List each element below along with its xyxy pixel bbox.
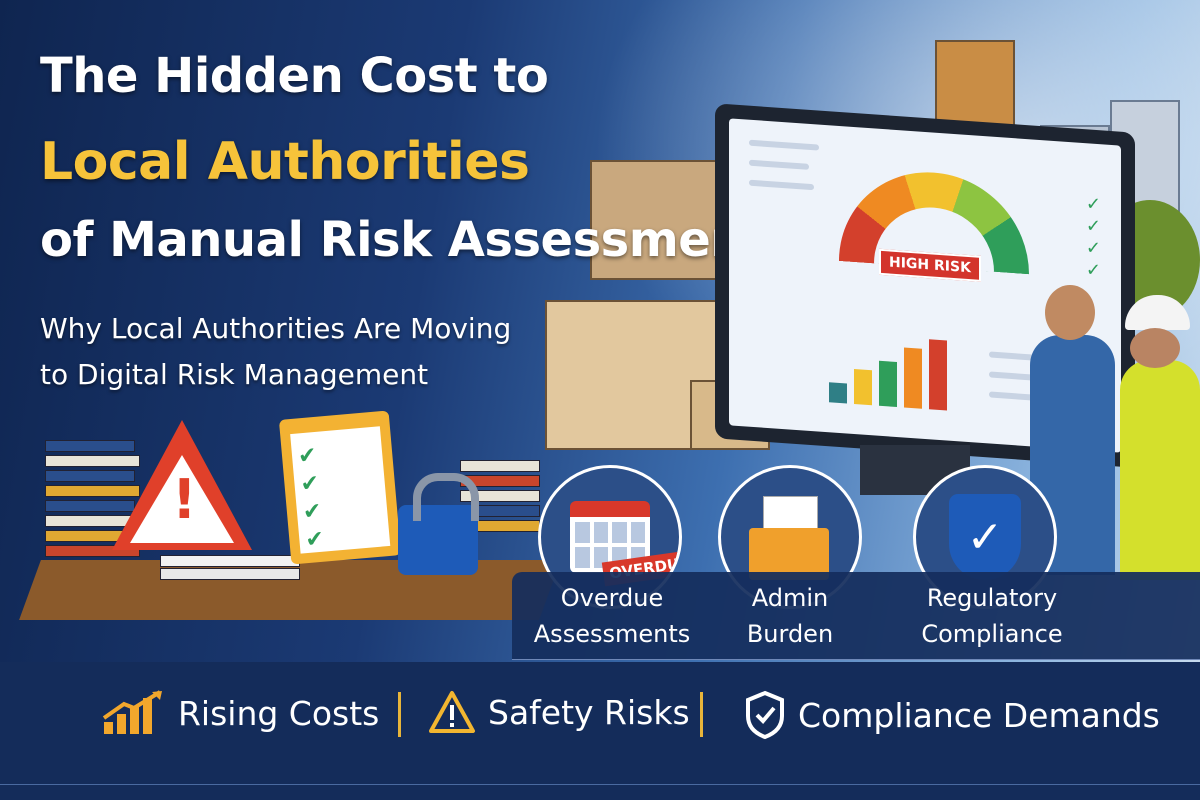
chart-bar bbox=[854, 369, 872, 406]
chart-bar bbox=[929, 339, 947, 411]
warning-sign-inner bbox=[130, 455, 234, 543]
chart-bar bbox=[904, 347, 922, 409]
padlock-icon bbox=[398, 473, 479, 575]
label-line: Compliance bbox=[921, 620, 1063, 648]
divider bbox=[0, 784, 1200, 785]
subtitle-line-2: to Digital Risk Management bbox=[40, 358, 429, 391]
separator bbox=[700, 692, 703, 737]
house bbox=[590, 160, 720, 280]
man-head bbox=[1045, 285, 1095, 340]
folder-documents-icon bbox=[749, 528, 829, 580]
feature-label-compliance: Regulatory Compliance bbox=[892, 580, 1092, 652]
headline-line-2: Local Authorities bbox=[40, 132, 530, 192]
woman-head bbox=[1130, 328, 1180, 368]
label-line: Regulatory bbox=[926, 584, 1058, 612]
check-icon: ✓ ✓ ✓ ✓ bbox=[1085, 193, 1101, 282]
feature-label-overdue: Overdue Assessments bbox=[512, 580, 712, 652]
label-line: Admin bbox=[751, 584, 829, 612]
headline-line-3: of Manual Risk Assessments bbox=[40, 212, 795, 268]
label-line: Burden bbox=[746, 620, 834, 648]
compliance-demands-item: Compliance Demands bbox=[744, 690, 1160, 740]
chart-bar bbox=[879, 360, 897, 408]
compliance-demands-label: Compliance Demands bbox=[798, 695, 1160, 735]
rising-costs-label: Rising Costs bbox=[178, 693, 380, 733]
feature-label-admin: Admin Burden bbox=[690, 580, 890, 652]
bottom-bar: Rising Costs Safety Risks Compliance Dem… bbox=[0, 662, 1200, 800]
subtitle-line-1: Why Local Authorities Are Moving bbox=[40, 312, 512, 345]
clipboard-checklist: ✔ ✔ ✔ ✔ bbox=[290, 426, 391, 554]
rising-costs-item: Rising Costs bbox=[102, 690, 379, 736]
label-line: Assessments bbox=[533, 620, 691, 648]
shield-check-icon bbox=[746, 690, 784, 740]
shield-check-icon: ✓ bbox=[949, 494, 1021, 580]
rising-chart-icon bbox=[102, 690, 162, 734]
headline-line-1: The Hidden Cost to bbox=[40, 48, 549, 104]
separator bbox=[398, 692, 401, 737]
chart-bar bbox=[829, 382, 847, 404]
label-line: Overdue bbox=[560, 584, 664, 612]
warning-icon bbox=[429, 691, 475, 733]
safety-risks-item: Safety Risks bbox=[428, 690, 690, 734]
features-panel: Overdue Assessments Admin Burden Regulator… bbox=[512, 572, 1200, 660]
exclamation-icon: ! bbox=[172, 468, 197, 531]
woman-hi-vis bbox=[1120, 360, 1200, 580]
clipboard-icon: ✔ ✔ ✔ ✔ bbox=[278, 410, 402, 565]
safety-risks-label: Safety Risks bbox=[488, 692, 690, 732]
